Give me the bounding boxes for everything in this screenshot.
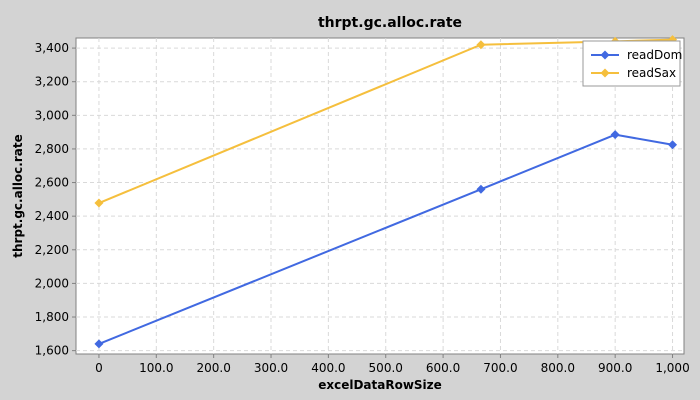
- x-tick-label: 1,000: [655, 361, 689, 375]
- data-point-readSax: [94, 198, 104, 208]
- y-tick-label: 2,000: [35, 276, 69, 290]
- y-tick-label: 3,000: [35, 108, 69, 122]
- y-axis-title: thrpt.gc.alloc.rate: [11, 134, 25, 257]
- y-tick-label: 1,600: [35, 344, 69, 358]
- legend: readDom readSax: [582, 40, 682, 87]
- legend-marker-readDom: [600, 50, 610, 60]
- x-tick-label: 900.0: [598, 361, 632, 375]
- y-tick-label: 2,800: [35, 142, 69, 156]
- x-tick-label: 700.0: [483, 361, 517, 375]
- x-tick-label: 100.0: [139, 361, 173, 375]
- chart-title: thrpt.gc.alloc.rate: [318, 15, 462, 31]
- legend-label-readDom: readDom: [627, 48, 682, 62]
- x-axis-title: excelDataRowSize: [318, 378, 442, 392]
- legend-marker-readSax: [600, 68, 610, 78]
- y-tick-label: 2,200: [35, 243, 69, 257]
- data-point-readDom: [610, 130, 620, 140]
- x-tick-label: 300.0: [254, 361, 288, 375]
- y-tick-label: 3,200: [35, 75, 69, 89]
- grid: [76, 38, 684, 354]
- legend-box: [582, 40, 681, 87]
- y-tick-label: 1,800: [35, 310, 69, 324]
- data-point-readDom: [668, 140, 678, 150]
- legend-label-readSax: readSax: [627, 66, 676, 80]
- x-tick-label: 600.0: [426, 361, 460, 375]
- series-line-readDom: [98, 133, 673, 345]
- x-tick-label: 200.0: [196, 361, 230, 375]
- plot-area: [75, 37, 685, 355]
- y-tick-label: 3,400: [35, 41, 69, 55]
- data-point-readDom: [94, 339, 104, 349]
- y-tick-label: 2,400: [35, 209, 69, 223]
- y-tick-label: 2,600: [35, 176, 69, 190]
- x-tick-label: 0: [95, 361, 103, 375]
- y-axis: 1,600 1,800 2,000 2,200 2,400 2,600 2,800 3,000…: [35, 41, 76, 358]
- x-tick-label: 800.0: [541, 361, 575, 375]
- data-point-readSax: [476, 40, 486, 50]
- x-tick-label: 500.0: [369, 361, 403, 375]
- x-tick-label: 400.0: [311, 361, 345, 375]
- x-axis: 0 100.0 200.0 300.0 400.0 500.0 600.0 700.0 800.…: [95, 354, 690, 375]
- data-point-readDom: [476, 184, 486, 194]
